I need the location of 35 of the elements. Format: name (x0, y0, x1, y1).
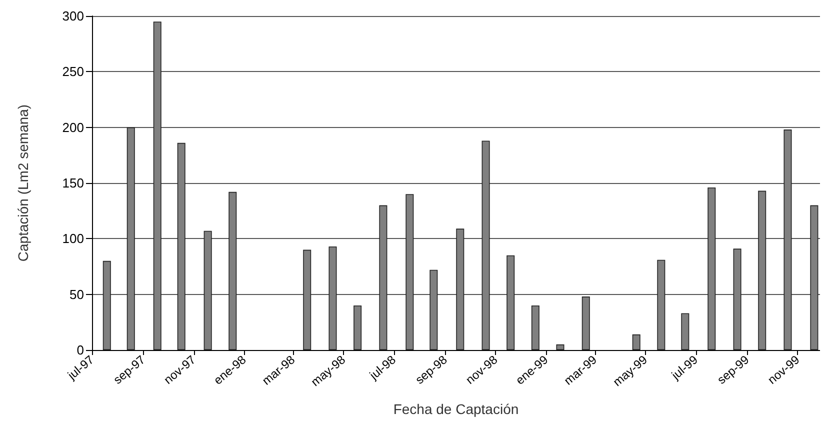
bar (708, 187, 716, 350)
y-tick-label: 50 (70, 286, 84, 302)
y-tick-label: 100 (62, 231, 84, 246)
bar (810, 205, 818, 350)
bar (177, 142, 186, 350)
x-axis-title: Fecha de Captación (393, 401, 519, 417)
bar (126, 127, 135, 350)
bar (406, 194, 414, 350)
bar (506, 255, 515, 350)
bar (556, 344, 564, 350)
bar (758, 190, 766, 350)
bar (657, 260, 666, 350)
bar (456, 228, 464, 350)
bar (354, 305, 362, 350)
bar (582, 296, 590, 350)
y-tick-label: 200 (62, 120, 84, 135)
bar (228, 192, 237, 350)
y-tick-label: 150 (62, 176, 84, 190)
bar (482, 140, 490, 350)
bar (204, 230, 212, 350)
bar (153, 22, 162, 350)
bar (681, 313, 690, 350)
bar (379, 205, 388, 350)
bar (784, 130, 792, 350)
bar (328, 246, 337, 350)
y-axis-title: Captación (Lm2 semana) (15, 104, 31, 262)
bar (102, 260, 111, 350)
bar (303, 250, 312, 350)
bar (430, 270, 438, 350)
y-tick-label: 300 (62, 8, 84, 24)
bar (531, 305, 540, 350)
y-tick-label: 0 (76, 342, 84, 358)
bar (632, 334, 640, 350)
bar (733, 248, 742, 350)
y-tick-label: 250 (62, 64, 84, 80)
